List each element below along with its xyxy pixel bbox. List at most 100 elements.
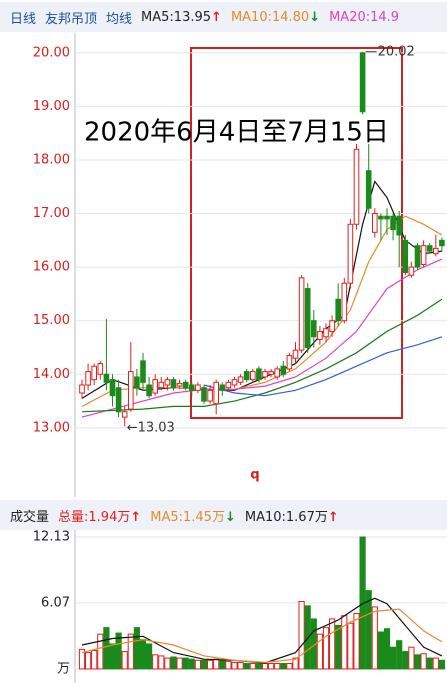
header-arrow: ↓: [309, 9, 321, 25]
candle-body: [182, 381, 189, 389]
volume-bar: [194, 659, 202, 670]
header-item: 均线: [106, 8, 132, 27]
candle-body: [146, 384, 152, 397]
header-text: MA5:1.45万: [150, 509, 225, 525]
y-tick-label: 16.00: [33, 260, 70, 275]
header-text: 日线: [10, 11, 37, 27]
volume-bar: [231, 661, 238, 670]
volume-bar: [152, 654, 159, 670]
ma-line: [81, 608, 443, 664]
candle-body: [115, 387, 122, 413]
volume-bar: [347, 622, 354, 670]
candle-body: [164, 379, 171, 386]
candle-body: [201, 387, 207, 402]
volume-bar: [377, 631, 384, 670]
candle-body: [341, 282, 348, 322]
volume-bar: [432, 657, 439, 670]
y-tick-label: 20.00: [33, 45, 70, 60]
low-label: ←13.03: [127, 421, 175, 436]
header-text: MA20:14.9: [329, 9, 400, 25]
candle-body: [250, 371, 256, 381]
volume-bar: [164, 657, 171, 670]
volume-bar: [188, 658, 195, 670]
y-tick-label: 14.00: [33, 367, 70, 382]
volume-bar: [280, 663, 287, 670]
volume-bar: [109, 643, 116, 670]
header-text: 总量:1.94万: [58, 509, 131, 525]
header-text: MA10:1.67万: [244, 509, 328, 525]
candle-body: [292, 349, 299, 359]
volume-bar: [97, 633, 104, 670]
candle-body: [195, 384, 201, 391]
candle-body: [420, 245, 427, 265]
header-arrow: ↑: [327, 509, 339, 525]
ma-line: [81, 258, 443, 418]
candle-body: [109, 379, 116, 397]
candle-body: [280, 365, 287, 375]
volume-bar: [426, 657, 433, 670]
volume-bar: [329, 618, 336, 670]
volume-bar: [103, 627, 110, 670]
volume-bar: [292, 657, 299, 670]
volume-bar: [371, 606, 378, 670]
volume-bar: [127, 633, 134, 670]
candle-body: [359, 52, 366, 113]
ma-line: [81, 180, 442, 399]
volume-bar: [170, 656, 177, 670]
volume-bar: [85, 652, 92, 670]
candle-body: [286, 355, 293, 370]
candle-body: [85, 371, 91, 386]
volume-bar: [249, 663, 256, 670]
candle-body: [231, 379, 238, 386]
volume-bar: [200, 659, 208, 670]
volume-bar: [286, 663, 293, 670]
header-item: 友邦吊顶: [45, 8, 97, 27]
volume-header: 成交量 总量:1.94万↑ MA5:1.45万↓ MA10:1.67万↑: [0, 500, 447, 530]
candle-body: [79, 384, 85, 394]
header-item: 总量:1.94万↑: [58, 506, 141, 525]
y-tick-label: 19.00: [33, 99, 70, 114]
candle-body: [219, 384, 226, 391]
volume-bar: [176, 657, 183, 670]
candle-body: [268, 371, 274, 375]
volume-bar: [139, 639, 147, 670]
candle-body: [317, 330, 323, 340]
candle-body: [439, 239, 445, 247]
candle-body: [158, 381, 165, 389]
header-item: MA5:13.95↑: [141, 10, 222, 25]
candle-body: [365, 170, 372, 209]
header-item: MA20:14.9: [329, 10, 399, 25]
volume-bar: [237, 661, 244, 670]
candle-body: [335, 298, 341, 322]
volume-bar: [322, 627, 330, 670]
candle-body: [402, 239, 409, 273]
candle-body: [384, 215, 390, 220]
header-arrow: ↑: [211, 9, 222, 25]
ma-line: [203, 336, 443, 397]
price-header: 日线 友邦吊顶 均线 MA5:13.95↑ MA10:14.80↓ MA20:14.9: [0, 2, 447, 32]
volume-bar: [420, 653, 427, 670]
candle-body: [304, 288, 311, 348]
ma-line: [81, 298, 443, 413]
volume-bar: [133, 627, 141, 670]
candle-body: [396, 215, 402, 236]
y-tick-label: 15.00: [33, 313, 70, 328]
candle-body: [121, 411, 128, 418]
y-tick-label: 17.00: [33, 206, 70, 221]
candle-body: [103, 373, 110, 383]
candle-body: [274, 368, 280, 378]
header-arrow: ↓: [224, 509, 236, 525]
candle-body: [378, 215, 384, 220]
volume-bar: [255, 663, 262, 670]
volume-bar: [402, 651, 409, 670]
candle-body: [140, 360, 146, 383]
candle-body: [91, 365, 98, 381]
header-text: 均线: [106, 11, 133, 27]
candle-body: [134, 376, 140, 389]
volume-bar: [261, 663, 269, 670]
header-item: MA5:1.45万↓: [150, 506, 236, 525]
candle-body: [256, 368, 262, 381]
volume-bar: [341, 615, 348, 670]
